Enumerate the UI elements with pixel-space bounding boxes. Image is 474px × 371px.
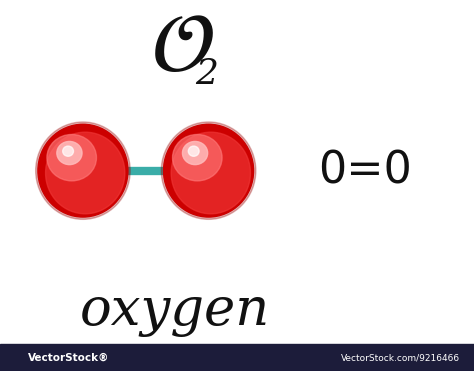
Ellipse shape [36, 122, 130, 219]
Text: 2: 2 [195, 57, 218, 91]
Ellipse shape [46, 132, 125, 214]
Ellipse shape [164, 124, 254, 217]
Text: VectorStock.com/9216466: VectorStock.com/9216466 [341, 353, 460, 362]
Text: $\mathcal{O}$: $\mathcal{O}$ [151, 8, 214, 88]
Ellipse shape [38, 124, 128, 217]
Ellipse shape [63, 146, 73, 156]
Text: VectorStock®: VectorStock® [28, 353, 110, 362]
Ellipse shape [188, 146, 199, 156]
Ellipse shape [171, 132, 250, 214]
Text: 0=0: 0=0 [318, 149, 412, 192]
Ellipse shape [161, 122, 256, 219]
Bar [0, 344, 474, 371]
Ellipse shape [47, 134, 97, 181]
Ellipse shape [173, 134, 222, 181]
Ellipse shape [57, 141, 82, 165]
Ellipse shape [182, 141, 208, 165]
Text: oxygen: oxygen [80, 286, 271, 337]
